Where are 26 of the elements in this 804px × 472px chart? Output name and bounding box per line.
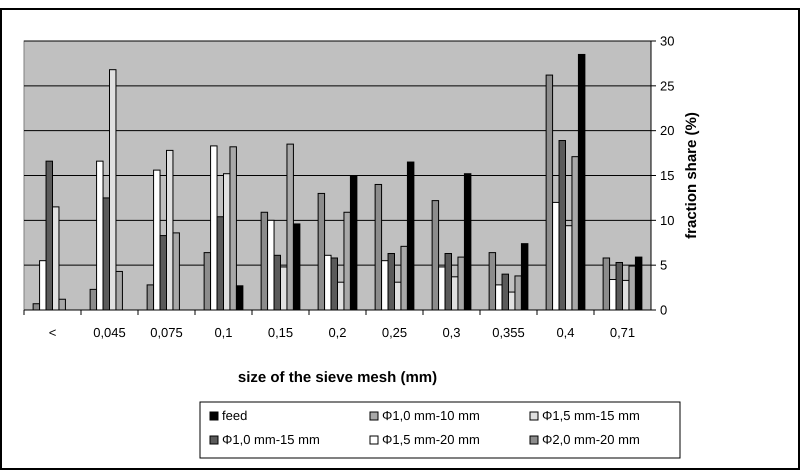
x-tick-label: 0,2: [328, 325, 347, 340]
x-tick-label: 0,4: [556, 325, 575, 340]
y-tick-label: 10: [660, 212, 674, 228]
y-tick-label: 15: [660, 168, 674, 184]
y-tick-label: 30: [660, 34, 674, 49]
y-tick-label: 0: [660, 302, 668, 318]
y-tick-label: 25: [660, 78, 674, 94]
legend-label: Φ1,5 mm-20 mm: [382, 432, 480, 447]
y-tick-label: 20: [660, 123, 674, 138]
x-tick-label: 0,045: [93, 325, 126, 340]
x-axis-title: size of the sieve mesh (mm): [238, 369, 438, 386]
x-tick-label: 0,71: [610, 325, 636, 340]
x-tick-label: 0,3: [442, 325, 461, 340]
legend-label: Φ1,5 mm-15 mm: [542, 408, 640, 423]
legend-label: feed: [222, 408, 248, 423]
x-tick-label: 0,075: [150, 325, 183, 340]
x-tick-label: 0,15: [268, 325, 294, 340]
x-tick-label: 0,25: [382, 325, 408, 340]
x-tick-label: <: [48, 325, 56, 340]
legend-label: Φ1,0 mm-10 mm: [382, 408, 480, 423]
x-tick-label: 0,355: [492, 325, 525, 340]
x-tick-label: 0,1: [214, 325, 233, 340]
y-axis-title: fraction share (%): [683, 112, 700, 239]
legend-label: Φ2,0 mm-20 mm: [542, 432, 640, 447]
y-tick-label: 5: [660, 258, 668, 273]
legend-label: Φ1,0 mm-15 mm: [222, 432, 320, 447]
